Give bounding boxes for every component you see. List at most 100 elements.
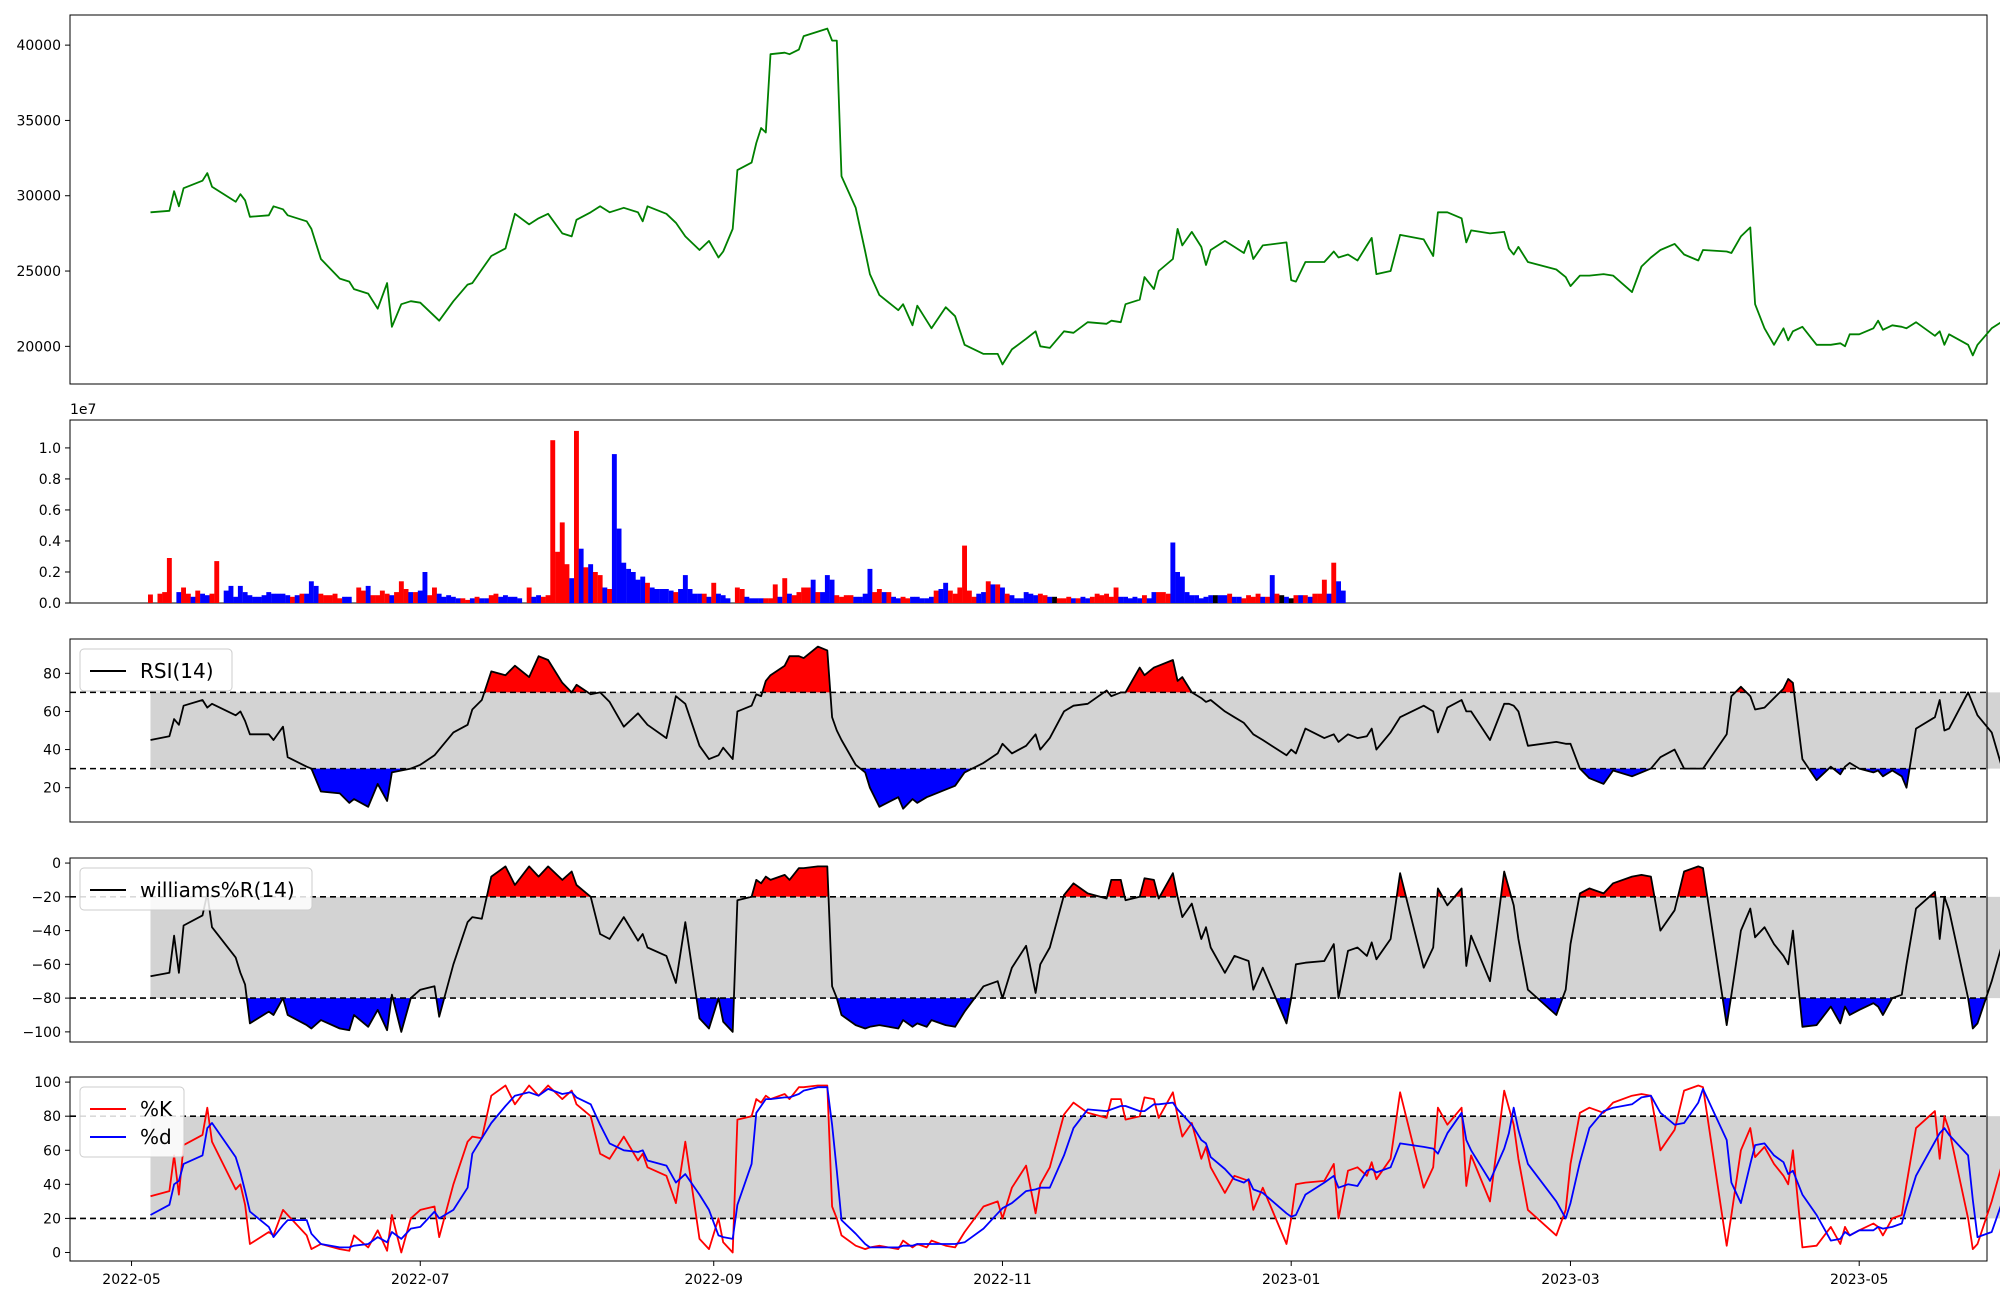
volume-bar [1222,595,1228,603]
volume-bar [720,595,726,603]
volume-bar [332,593,338,603]
volume-bar [1236,596,1242,603]
stochastic-ytick-label: 40 [43,1177,61,1193]
volume-bar [408,592,414,603]
volume-bar [1246,595,1251,603]
volume-bar [394,592,399,603]
volume-bar [323,595,328,603]
volume-bar [313,585,319,603]
volume-bar [574,430,579,603]
volume-bar [1000,587,1005,603]
volume-bar [242,592,248,603]
volume-bar [1052,596,1057,603]
volume-bar [971,596,977,603]
volume-bar [398,581,404,603]
volume-bar [985,581,991,603]
volume-bar [957,587,963,603]
volume-bar [214,561,220,603]
volume-bar [682,575,688,603]
volume-bar [479,598,485,603]
volume-bar [910,596,915,603]
volume-bar [621,562,627,603]
stochastic-frame [69,1076,1988,1262]
volume-bar [403,589,409,603]
volume-bar [327,595,333,603]
x-tick-label: 2022-11 [973,1272,1032,1288]
volume-bar [1269,575,1275,603]
williams-legend-box [79,867,313,911]
volume-bar [640,576,646,603]
volume-bar [687,589,693,603]
volume-bar [1217,595,1223,603]
volume-bar [361,590,366,603]
volume-bar [1142,595,1147,603]
volume-bar [1071,598,1076,603]
volume-bar [1023,592,1029,603]
volume-bar [1184,592,1190,603]
rsi-oversold-fill [1859,768,1910,788]
volume-bar [867,568,873,603]
volume-bar [848,595,854,603]
williams-oversold-fill [696,998,734,1032]
volume-bar [862,593,868,603]
stochastic-ytick-label: 0 [52,1245,61,1261]
volume-bar [540,596,546,603]
price-ytick-label: 30000 [16,189,61,205]
volume-bar [304,593,310,603]
volume-bar [933,590,939,603]
volume-bar [564,564,570,603]
volume-bar [465,599,470,603]
rsi-oversold-fill [1579,768,1651,784]
volume-bar [1061,598,1067,603]
rsi-oversold-fill [860,768,973,809]
volume-bar [1094,593,1100,603]
volume-bar [663,589,669,603]
price-frame [69,14,1988,385]
volume-bar [555,551,560,603]
volume-bar [1265,596,1270,603]
rsi-frame [69,638,1988,823]
williams-overbought-fill [486,866,591,897]
volume-bar [1127,598,1133,603]
volume-bar [758,598,764,603]
volume-bar [256,596,262,603]
volume-bar [739,589,745,603]
volume-bar [517,598,523,603]
williams-ytick-label: −80 [31,991,61,1007]
volume-bar [370,595,376,603]
volume-bar [228,585,234,603]
volume-bar [701,593,707,603]
volume-bar [460,598,466,603]
volume-scale-label: 1e7 [70,402,96,418]
volume-bar [787,593,792,603]
volume-bar [976,593,982,603]
volume-bar [417,590,423,603]
volume-bar [1317,593,1322,603]
volume-bar [498,596,504,603]
volume-bar [176,592,182,603]
stochastic-legend-box [79,1086,185,1158]
stochastic-panel: 0 20 40 60 80 100 %K %d 2022-05 2022-07 2022-09 202… [34,1075,2000,1288]
volume-bar [995,584,1001,603]
volume-ytick-label: 0.8 [39,472,61,488]
volume-bar [895,598,901,603]
volume-bar [834,595,840,603]
volume-bar [891,596,896,603]
volume-bar [711,582,717,603]
volume-ytick-label: 0.2 [39,565,61,581]
volume-bar [1227,593,1233,603]
volume-panel: 0.0 0.2 0.4 0.6 0.8 1.0 1e7 [39,402,1988,612]
volume-bar [796,592,802,603]
volume-bar [1009,595,1015,603]
volume-bar [966,590,972,603]
volume-bar [209,593,215,603]
x-tick-label: 2023-01 [1262,1272,1321,1288]
stochastic-legend-label: %d [140,1125,172,1149]
volume-bar [1284,596,1289,603]
volume-bar [763,598,769,603]
volume-bar [706,596,712,603]
volume-ytick-label: 0.4 [39,534,61,550]
volume-bar [1028,593,1034,603]
volume-bar [697,593,702,603]
